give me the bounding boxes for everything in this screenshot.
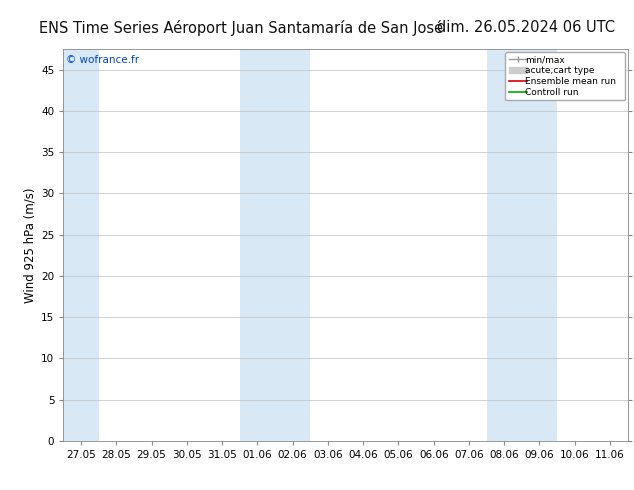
Bar — [240, 49, 275, 441]
Text: ENS Time Series Aéroport Juan Santamaría de San José: ENS Time Series Aéroport Juan Santamaría… — [39, 20, 443, 36]
Bar — [487, 49, 522, 441]
Text: © wofrance.fr: © wofrance.fr — [66, 55, 139, 65]
Legend: min/max, acute;cart type, Ensemble mean run, Controll run: min/max, acute;cart type, Ensemble mean … — [505, 52, 625, 100]
Bar — [522, 49, 557, 441]
Text: dim. 26.05.2024 06 UTC: dim. 26.05.2024 06 UTC — [437, 20, 615, 35]
Y-axis label: Wind 925 hPa (m/s): Wind 925 hPa (m/s) — [24, 187, 37, 303]
Bar — [275, 49, 310, 441]
Bar — [63, 49, 99, 441]
